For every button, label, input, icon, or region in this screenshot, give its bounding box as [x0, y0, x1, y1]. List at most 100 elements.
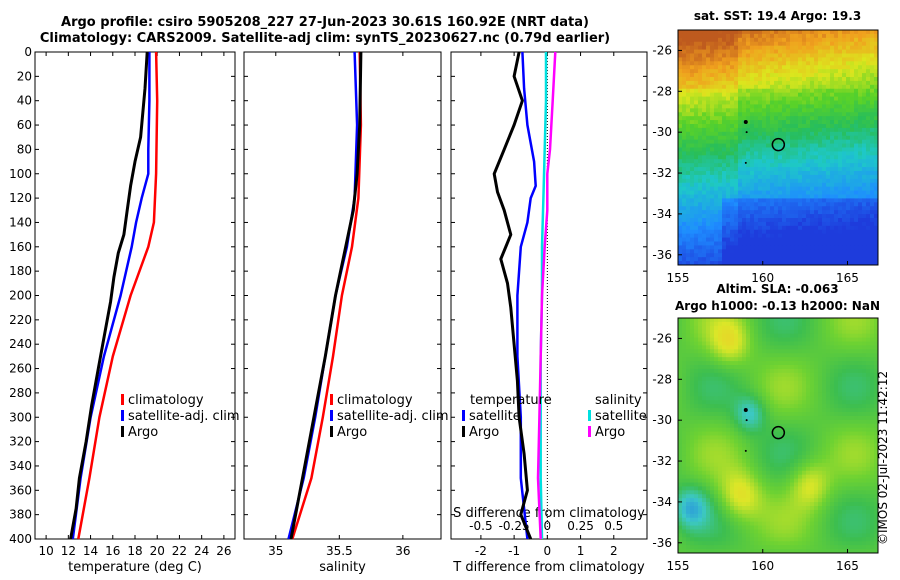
- map-cell: [766, 337, 771, 342]
- map-cell: [678, 253, 683, 258]
- map-cell: [726, 261, 731, 266]
- map-cell: [754, 261, 759, 266]
- map-cell: [746, 124, 751, 129]
- map-cell: [834, 419, 839, 425]
- map-cell: [694, 151, 699, 156]
- map-cell: [710, 57, 715, 62]
- map-cell: [874, 415, 879, 421]
- map-cell: [806, 49, 811, 54]
- map-cell: [858, 178, 863, 184]
- map-cell: [770, 249, 775, 254]
- map-cell: [862, 143, 867, 148]
- map-cell: [806, 171, 811, 176]
- map-cell: [678, 92, 683, 97]
- map-cell: [766, 357, 771, 362]
- map-cell: [798, 427, 803, 432]
- map-cell: [826, 218, 831, 223]
- map-cell: [830, 84, 835, 90]
- map-cell: [846, 143, 851, 148]
- map-cell: [810, 108, 815, 113]
- map-cell: [714, 112, 719, 117]
- map-cell: [770, 353, 775, 358]
- map-cell: [702, 439, 707, 444]
- map-cell: [830, 210, 835, 215]
- map-cell: [810, 88, 815, 94]
- map-cell: [726, 337, 731, 342]
- map-cell: [782, 186, 787, 191]
- map-cell: [710, 368, 715, 374]
- map-cell: [706, 408, 711, 413]
- map-cell: [690, 49, 695, 54]
- map-cell: [722, 353, 727, 358]
- map-cell: [854, 182, 859, 188]
- map-cell: [842, 233, 847, 238]
- map-cell: [714, 77, 719, 82]
- map-cell: [782, 92, 787, 97]
- map-cell: [834, 376, 839, 382]
- map-cell: [710, 341, 715, 346]
- map-cell: [754, 349, 759, 354]
- map-cell: [742, 167, 747, 172]
- map-cell: [726, 447, 731, 452]
- map-cell: [714, 174, 719, 180]
- map-cell: [714, 131, 719, 137]
- map-cell: [746, 318, 751, 323]
- map-cell: [810, 423, 815, 429]
- map-cell: [738, 427, 743, 432]
- map-cell: [870, 349, 875, 354]
- map-cell: [730, 73, 735, 78]
- map-cell: [694, 214, 699, 219]
- map-cell: [762, 151, 767, 156]
- map-cell: [762, 357, 767, 362]
- map-cell: [766, 368, 771, 374]
- map-cell: [814, 33, 819, 39]
- map-cell: [866, 443, 871, 448]
- map-cell: [834, 241, 839, 246]
- map-cell: [690, 233, 695, 238]
- map-cell: [862, 249, 867, 254]
- map-cell: [730, 415, 735, 421]
- map-cell: [686, 325, 691, 331]
- map-cell: [738, 384, 743, 389]
- map-cell: [794, 73, 799, 78]
- map-cell: [678, 210, 683, 215]
- map-cell: [814, 49, 819, 54]
- map-cell: [742, 376, 747, 382]
- map-cell: [754, 435, 759, 440]
- map-cell: [706, 321, 711, 327]
- map-cell: [858, 37, 863, 43]
- map-cell: [770, 163, 775, 168]
- map-cell: [826, 333, 831, 338]
- map-cell: [822, 337, 827, 342]
- map-cell: [758, 194, 763, 199]
- map-cell: [790, 345, 795, 350]
- map-cell: [734, 318, 739, 323]
- map-cell: [818, 73, 823, 78]
- map-cell: [750, 261, 755, 266]
- map-cell: [738, 419, 743, 425]
- map-cell: [802, 135, 807, 141]
- map-cell: [730, 167, 735, 172]
- map-cell: [866, 49, 871, 54]
- map-cell: [794, 261, 799, 266]
- map-cell: [698, 147, 703, 152]
- map-cell: [714, 249, 719, 254]
- map-cell: [830, 53, 835, 58]
- map-cell: [858, 88, 863, 94]
- map-cell: [774, 321, 779, 327]
- map-cell: [718, 462, 723, 468]
- map-cell: [858, 186, 863, 191]
- map-cell: [682, 357, 687, 362]
- map-cell: [850, 459, 855, 464]
- map-cell: [758, 368, 763, 374]
- map-cell: [794, 435, 799, 440]
- map-cell: [782, 88, 787, 94]
- map-cell: [710, 337, 715, 342]
- map-cell: [802, 163, 807, 168]
- map-cell: [742, 392, 747, 397]
- map-cell: [826, 88, 831, 94]
- map-cell: [754, 210, 759, 215]
- map-cell: [786, 131, 791, 137]
- map-cell: [710, 459, 715, 464]
